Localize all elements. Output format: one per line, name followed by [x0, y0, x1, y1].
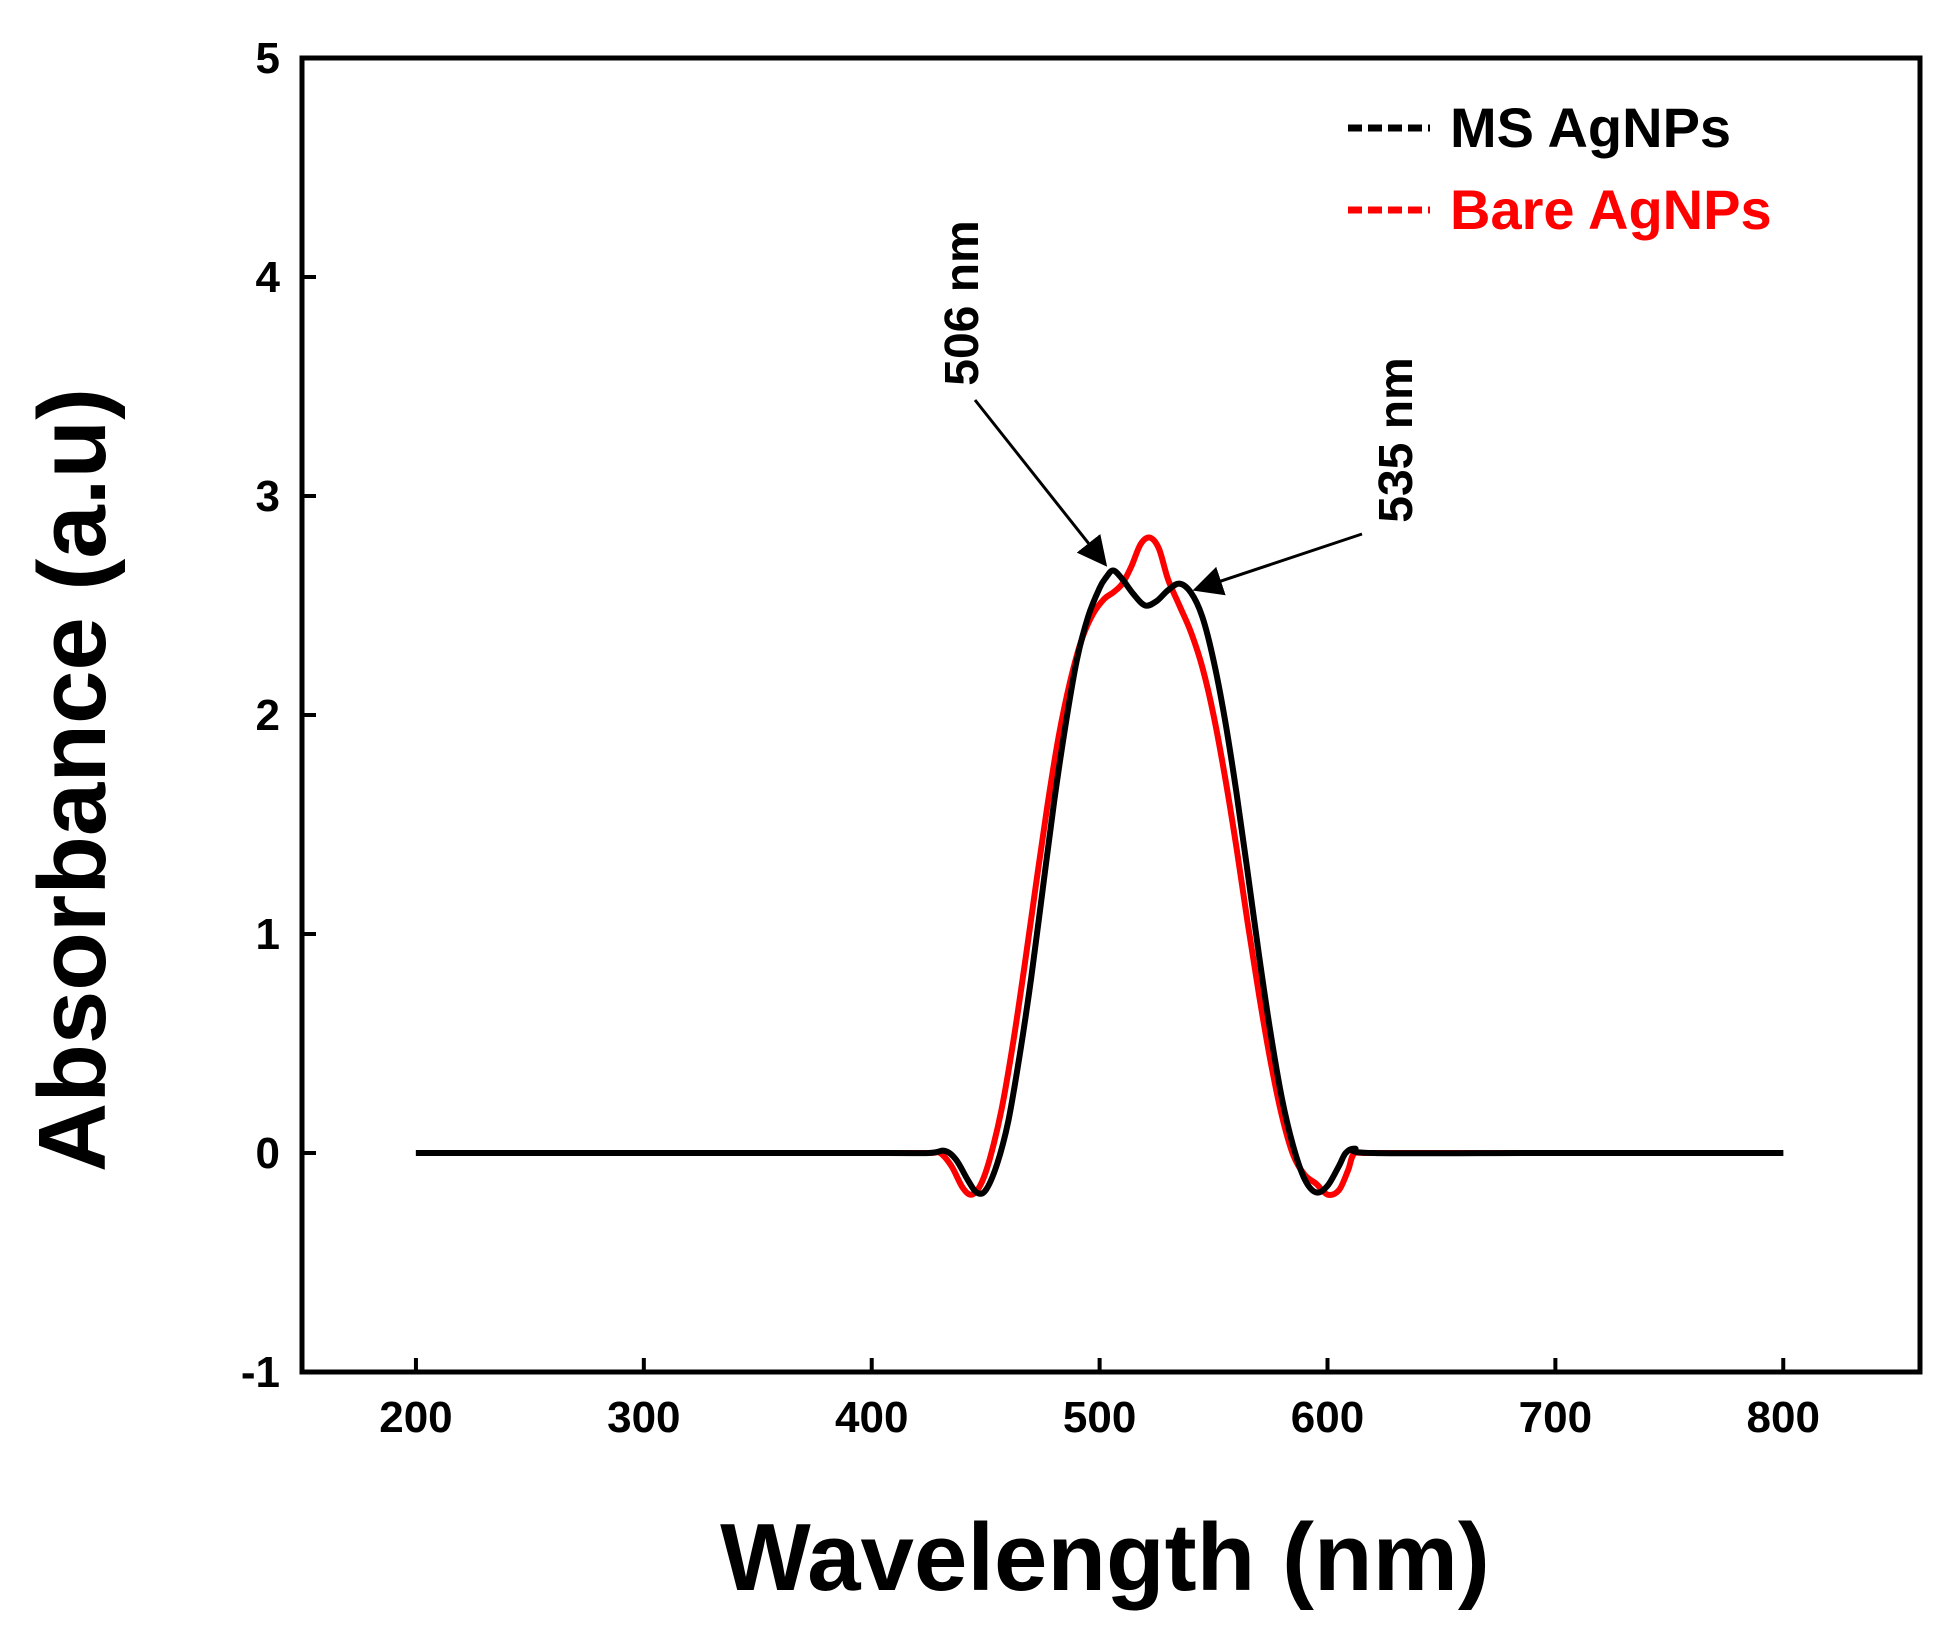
plot-frame — [299, 55, 1923, 1375]
x-axis-title: Wavelength (nm) — [720, 1504, 1490, 1611]
x-tick-label: 500 — [1063, 1393, 1136, 1442]
y-tick-label: 5 — [256, 34, 280, 83]
annotation-arrow-535 — [1192, 532, 1363, 596]
y-tick-label: 2 — [256, 691, 280, 740]
y-tick-label: 0 — [256, 1129, 280, 1178]
series-layer — [415, 534, 1784, 1198]
x-axis-ticks: 200 300 400 500 600 700 800 — [379, 1358, 1820, 1442]
legend-label-ms-agnps: MS AgNPs — [1450, 96, 1731, 159]
y-axis-ticks: -1 0 1 2 3 4 5 — [241, 34, 316, 1397]
annotation-arrow-506 — [973, 399, 1108, 567]
annotation-535-nm: 535 nm — [1370, 357, 1423, 522]
y-tick-label: -1 — [241, 1348, 280, 1397]
y-tick-label: 4 — [256, 253, 281, 302]
x-tick-label: 600 — [1291, 1393, 1364, 1442]
y-axis-title: Absorbance (a.u) — [19, 388, 126, 1172]
series-line-bare-agnps — [415, 534, 1784, 1198]
series-line-ms-agnps — [415, 567, 1784, 1197]
y-tick-label: 3 — [256, 472, 280, 521]
legend: MS AgNPs Bare AgNPs — [1348, 96, 1772, 241]
x-tick-label: 200 — [379, 1393, 452, 1442]
x-tick-label: 700 — [1519, 1393, 1592, 1442]
x-tick-label: 300 — [607, 1393, 680, 1442]
x-tick-label: 800 — [1747, 1393, 1820, 1442]
x-tick-label: 400 — [835, 1393, 908, 1442]
y-tick-label: 1 — [256, 910, 280, 959]
annotation-506-nm: 506 nm — [936, 220, 989, 385]
legend-label-bare-agnps: Bare AgNPs — [1450, 178, 1772, 241]
